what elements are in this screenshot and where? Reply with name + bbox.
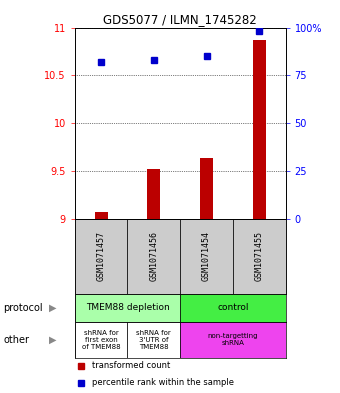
Text: ▶: ▶ [49, 303, 56, 313]
Bar [75, 294, 180, 322]
Bar [75, 219, 128, 294]
Text: protocol: protocol [3, 303, 43, 313]
Text: TMEM88 depletion: TMEM88 depletion [86, 303, 169, 312]
Text: GSM1071455: GSM1071455 [255, 231, 264, 281]
Text: GSM1071454: GSM1071454 [202, 231, 211, 281]
Bar [147, 169, 160, 219]
Text: percentile rank within the sample: percentile rank within the sample [92, 378, 234, 387]
Bar [253, 40, 266, 219]
Bar [233, 219, 286, 294]
Text: non-targetting
shRNA: non-targetting shRNA [208, 333, 258, 347]
Bar [95, 212, 108, 219]
Bar [75, 322, 128, 358]
Text: ▶: ▶ [49, 335, 56, 345]
Bar [128, 322, 180, 358]
Bar [180, 322, 286, 358]
Text: GSM1071456: GSM1071456 [149, 231, 158, 281]
Title: GDS5077 / ILMN_1745282: GDS5077 / ILMN_1745282 [103, 13, 257, 26]
Text: transformed count: transformed count [92, 361, 170, 370]
Text: shRNA for
first exon
of TMEM88: shRNA for first exon of TMEM88 [82, 330, 120, 350]
Text: GSM1071457: GSM1071457 [97, 231, 106, 281]
Text: control: control [217, 303, 249, 312]
Bar [128, 219, 180, 294]
Text: other: other [3, 335, 29, 345]
Bar [200, 158, 213, 219]
Text: shRNA for
3'UTR of
TMEM88: shRNA for 3'UTR of TMEM88 [136, 330, 171, 350]
Bar [180, 219, 233, 294]
Bar [180, 294, 286, 322]
